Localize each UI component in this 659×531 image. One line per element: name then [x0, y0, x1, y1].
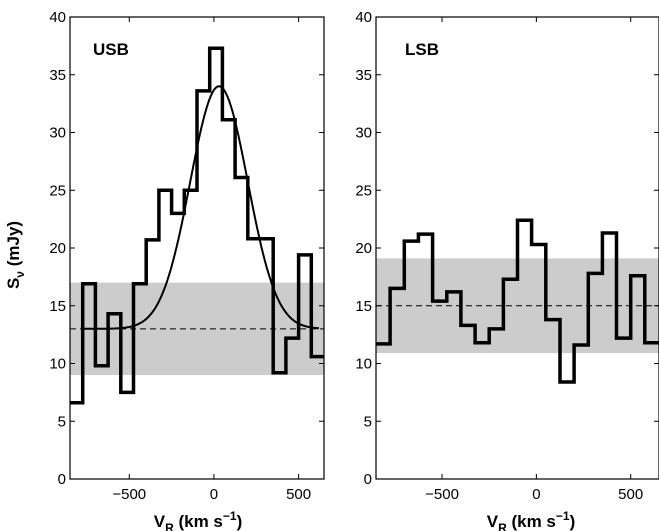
y-tick-label: 35 — [355, 67, 372, 84]
usb-panel: 0 5 10 15 20 25 30 35 40 −500 0 500 — [49, 9, 325, 503]
y-tick-label: 20 — [49, 240, 66, 257]
plot-frame — [69, 16, 325, 480]
x-tick-label: 500 — [618, 486, 643, 503]
x-tick-label: 500 — [286, 486, 311, 503]
x-tick-label: 0 — [532, 486, 540, 503]
histogram-series — [376, 218, 659, 384]
y-axis-label: Sν (mJy) — [4, 221, 27, 289]
y-tick-label: 25 — [49, 182, 66, 199]
y-tick-label: 5 — [364, 413, 372, 430]
x-axis-label-lsb: VR (km s−1) — [487, 509, 576, 531]
lsb-panel: 0 5 10 15 20 25 30 35 40 −500 0 500 — [355, 9, 659, 503]
y-tick-label: 30 — [355, 125, 372, 142]
y-tick-label: 40 — [355, 9, 372, 26]
y-tick-label: 40 — [49, 9, 66, 26]
y-tick-label: 30 — [49, 125, 66, 142]
x-tick-label: −500 — [112, 486, 146, 503]
y-tick-label: 10 — [355, 356, 372, 373]
plot-frame — [375, 16, 659, 480]
usb-panel-label: USB — [93, 40, 129, 59]
x-tick-label: −500 — [425, 486, 459, 503]
y-tick-label: 0 — [58, 471, 66, 488]
y-tick-label: 5 — [58, 413, 66, 430]
gaussian-fit-curve — [82, 85, 320, 330]
y-tick-label: 20 — [355, 240, 372, 257]
y-tick-label: 0 — [364, 471, 372, 488]
y-tick-label: 25 — [355, 182, 372, 199]
x-tick-label: 0 — [210, 486, 218, 503]
lsb-panel-label: LSB — [405, 40, 439, 59]
y-tick-label: 10 — [49, 356, 66, 373]
y-tick-label: 15 — [49, 298, 66, 315]
histogram-series — [70, 46, 324, 405]
x-axis-label-usb: VR (km s−1) — [154, 509, 243, 531]
y-tick-label: 35 — [49, 67, 66, 84]
y-tick-label: 15 — [355, 298, 372, 315]
